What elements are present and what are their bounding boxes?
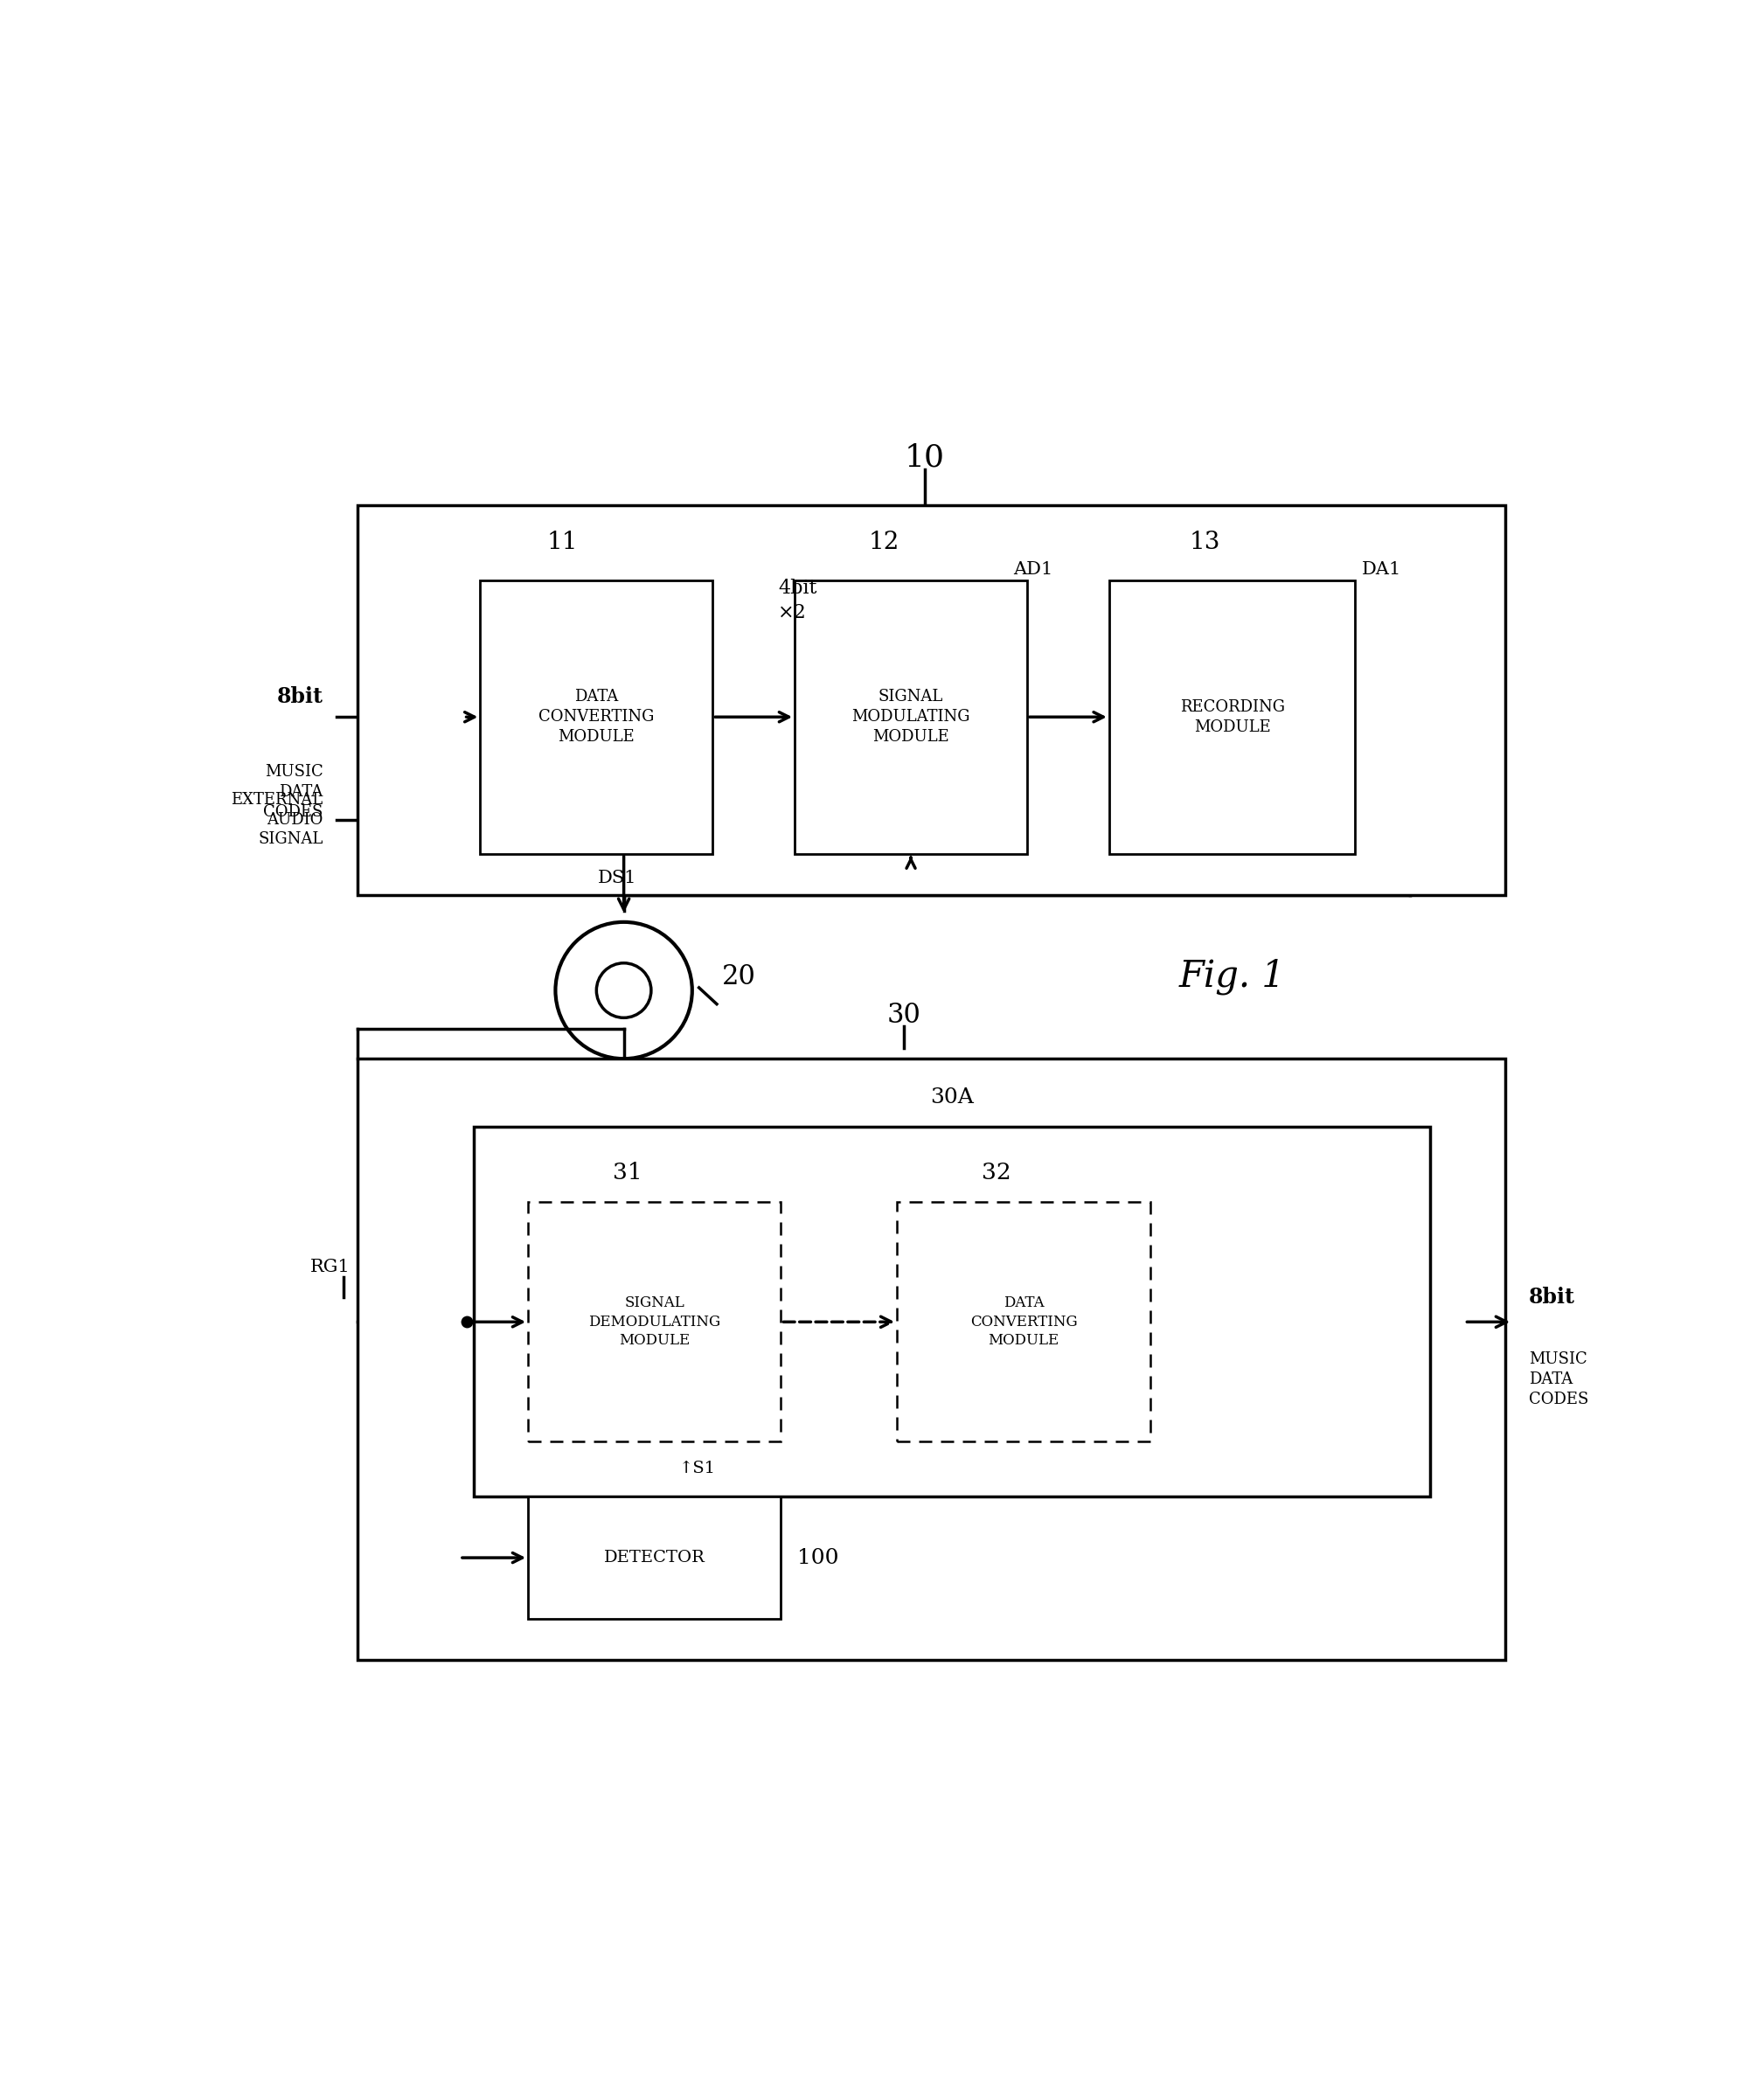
Text: 30: 30 — [887, 1002, 921, 1029]
Text: RG1: RG1 — [310, 1258, 351, 1275]
Bar — [794, 581, 1027, 854]
Text: 100: 100 — [797, 1548, 840, 1568]
Text: 30A: 30A — [930, 1087, 974, 1106]
Text: 32: 32 — [981, 1162, 1011, 1183]
Bar — [356, 1058, 1506, 1660]
Text: 13: 13 — [1189, 531, 1221, 554]
Text: SIGNAL
MODULATING
MODULE: SIGNAL MODULATING MODULE — [852, 689, 970, 746]
Bar — [480, 581, 713, 854]
Text: 20: 20 — [721, 962, 757, 989]
Text: AD1: AD1 — [1013, 560, 1053, 577]
Bar — [473, 1127, 1431, 1496]
Text: DA1: DA1 — [1362, 560, 1402, 577]
Text: 12: 12 — [868, 531, 900, 554]
Text: RECORDING
MODULE: RECORDING MODULE — [1180, 700, 1284, 735]
Text: 8bit: 8bit — [277, 685, 323, 706]
Text: MUSIC
DATA
CODES: MUSIC DATA CODES — [1529, 1352, 1589, 1408]
Text: 31: 31 — [612, 1162, 642, 1183]
Text: ↑S1: ↑S1 — [679, 1460, 716, 1477]
Bar — [527, 1202, 781, 1441]
Text: DS1: DS1 — [598, 871, 637, 887]
Bar — [1110, 581, 1355, 854]
Text: DATA
CONVERTING
MODULE: DATA CONVERTING MODULE — [970, 1296, 1078, 1348]
Text: 4bit
×2: 4bit ×2 — [778, 579, 817, 623]
Bar — [898, 1202, 1150, 1441]
Text: MUSIC
DATA
CODES: MUSIC DATA CODES — [263, 764, 323, 821]
Text: 11: 11 — [547, 531, 579, 554]
Text: DETECTOR: DETECTOR — [603, 1550, 706, 1566]
Text: Fig. 1: Fig. 1 — [1178, 958, 1286, 996]
Bar — [527, 1496, 781, 1618]
Text: 8bit: 8bit — [1529, 1287, 1575, 1308]
Text: DATA
CONVERTING
MODULE: DATA CONVERTING MODULE — [538, 689, 654, 746]
Text: EXTERNAL
AUDIO
SIGNAL: EXTERNAL AUDIO SIGNAL — [231, 792, 323, 848]
Bar — [356, 504, 1506, 896]
Text: 10: 10 — [905, 442, 946, 473]
Text: SIGNAL
DEMODULATING
MODULE: SIGNAL DEMODULATING MODULE — [589, 1296, 721, 1348]
